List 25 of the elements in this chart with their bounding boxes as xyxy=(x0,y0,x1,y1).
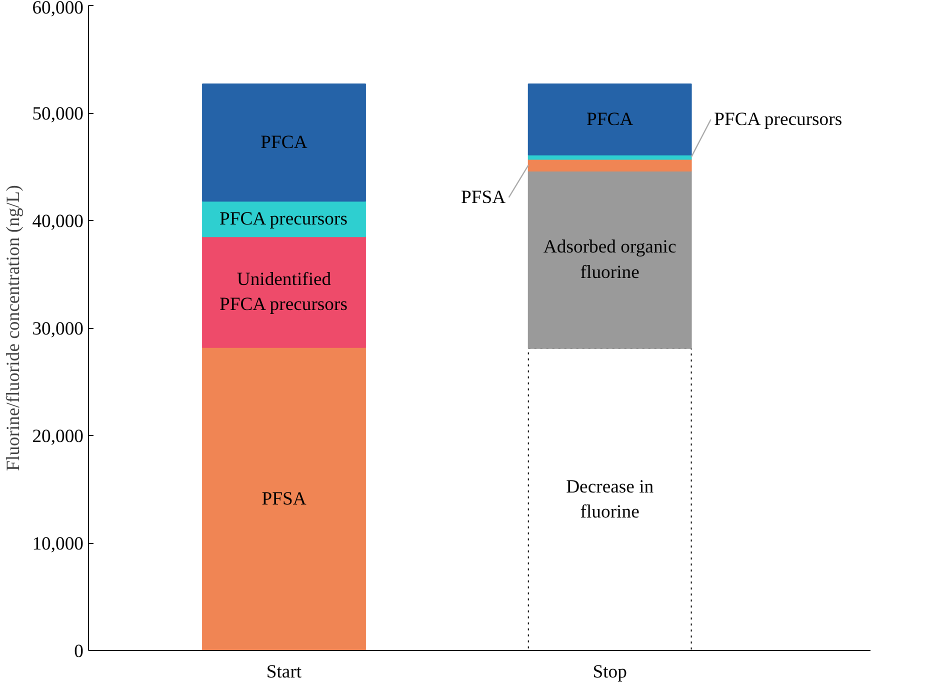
bar xyxy=(528,170,692,349)
text: PFCA xyxy=(260,132,308,154)
x-tick-label: Start xyxy=(266,662,302,682)
y-tick-label: 0 xyxy=(74,641,84,662)
y-tick-label: 60,000 xyxy=(32,0,84,18)
series-label: Adsorbed organic fluorine xyxy=(543,236,676,283)
y-tick-label: 20,000 xyxy=(32,426,84,447)
bar xyxy=(202,346,366,650)
series-label: Decrease in fluorine xyxy=(566,476,654,523)
series-label: PFCA precursors xyxy=(219,208,348,230)
bar xyxy=(202,236,366,348)
y-tick-label: 40,000 xyxy=(32,211,84,232)
bar xyxy=(202,83,366,202)
bar xyxy=(528,158,692,172)
y-tick-label: 30,000 xyxy=(32,318,84,340)
series-label: PFSA xyxy=(460,186,506,208)
text: PFSA xyxy=(262,488,306,510)
series-label: PFCA xyxy=(586,108,634,130)
y-axis-title: Fluorine/fluoride concentration (ng/L) xyxy=(3,185,24,471)
x-tick-label: Stop xyxy=(592,662,627,682)
y-tick-label: 50,000 xyxy=(32,104,84,124)
text: PFCA precursors xyxy=(714,108,842,130)
y-tick-label: 10,000 xyxy=(32,534,84,554)
series-label: Unidentified PFCA precursors xyxy=(219,268,348,316)
bar xyxy=(528,83,692,156)
